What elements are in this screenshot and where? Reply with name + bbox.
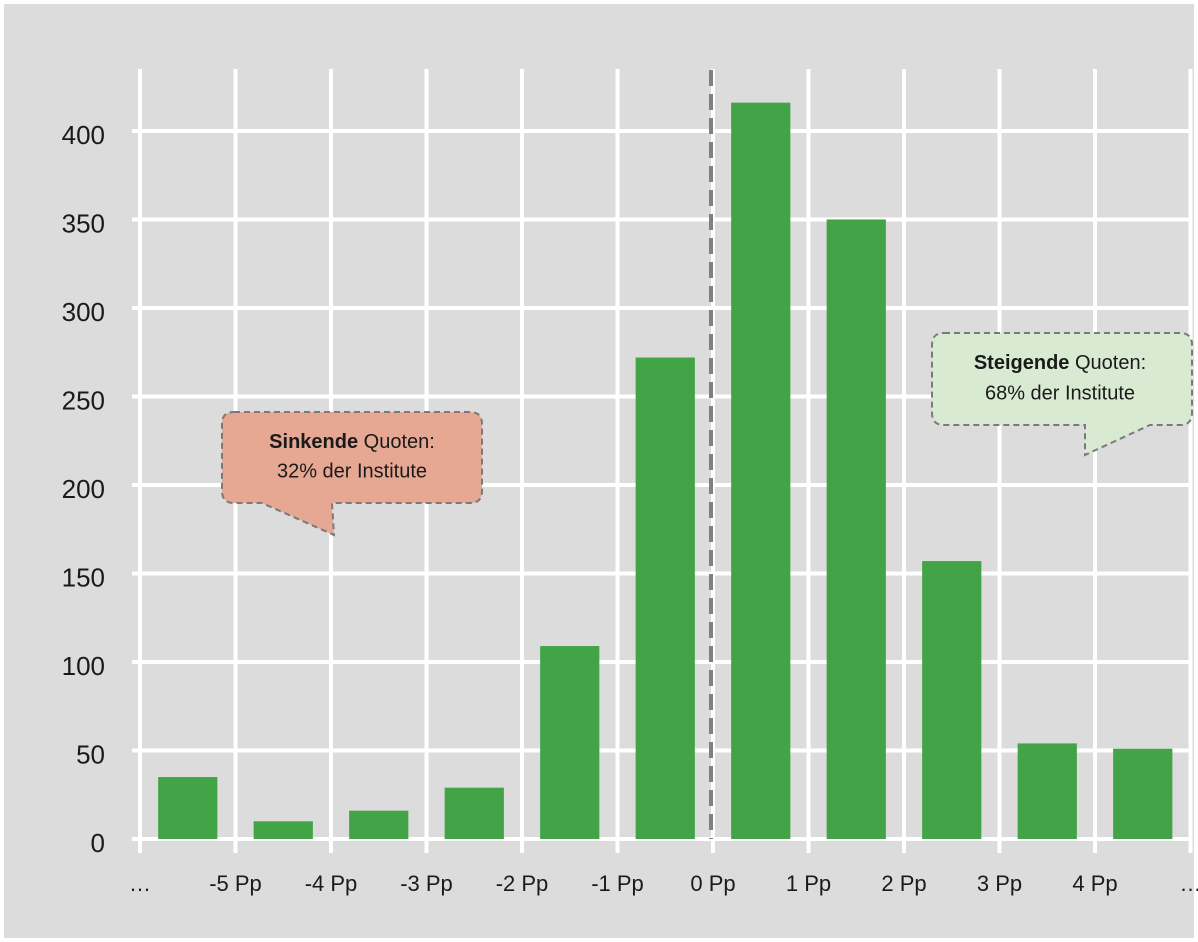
x-tick-label: … (1180, 871, 1198, 896)
callout-bold: Steigende (974, 352, 1070, 374)
x-tick-label: 3 Pp (977, 871, 1022, 896)
y-tick-label: 250 (62, 385, 105, 415)
x-tick-label: 2 Pp (881, 871, 926, 896)
callout-bold: Sinkende (269, 431, 358, 453)
x-tick-label: 0 Pp (690, 871, 735, 896)
bar (922, 561, 982, 839)
bar (826, 219, 886, 839)
y-tick-label: 50 (76, 739, 105, 769)
bar (444, 787, 504, 839)
callout-line2: 68% der Institute (985, 382, 1135, 404)
callout-box (221, 411, 483, 537)
callout-text: Quoten: (1075, 352, 1146, 374)
callout-box (931, 332, 1193, 457)
callout-line1: Steigende Quoten: (974, 352, 1146, 374)
y-tick-label: 200 (62, 474, 105, 504)
x-tick-label: -2 Pp (496, 871, 549, 896)
x-tick-label: -3 Pp (400, 871, 453, 896)
bar (349, 810, 409, 839)
bar (635, 357, 695, 839)
callout-line1: Sinkende Quoten: (269, 431, 435, 453)
bar (731, 102, 791, 839)
x-tick-label: 1 Pp (786, 871, 831, 896)
bars (158, 102, 1173, 839)
y-tick-label: 0 (91, 828, 105, 858)
bar (253, 821, 313, 839)
x-tick-label: -4 Pp (305, 871, 358, 896)
y-tick-label: 350 (62, 208, 105, 238)
bar (1017, 743, 1077, 839)
callout-text: Quoten: (364, 431, 435, 453)
bar (1113, 748, 1173, 839)
y-tick-label: 400 (62, 120, 105, 150)
y-tick-label: 300 (62, 297, 105, 327)
x-tick-label: -1 Pp (591, 871, 644, 896)
x-tick-label: … (129, 871, 151, 896)
callout-falling: Sinkende Quoten: 32% der Institute (221, 411, 483, 537)
callout-line2: 32% der Institute (277, 460, 427, 482)
x-tick-label: -5 Pp (209, 871, 262, 896)
x-tick-label: 4 Pp (1072, 871, 1117, 896)
bar (158, 777, 218, 839)
callout-rising: Steigende Quoten: 68% der Institute (931, 332, 1193, 457)
y-tick-label: 150 (62, 562, 105, 592)
y-tick-label: 100 (62, 651, 105, 681)
bar (540, 646, 600, 839)
